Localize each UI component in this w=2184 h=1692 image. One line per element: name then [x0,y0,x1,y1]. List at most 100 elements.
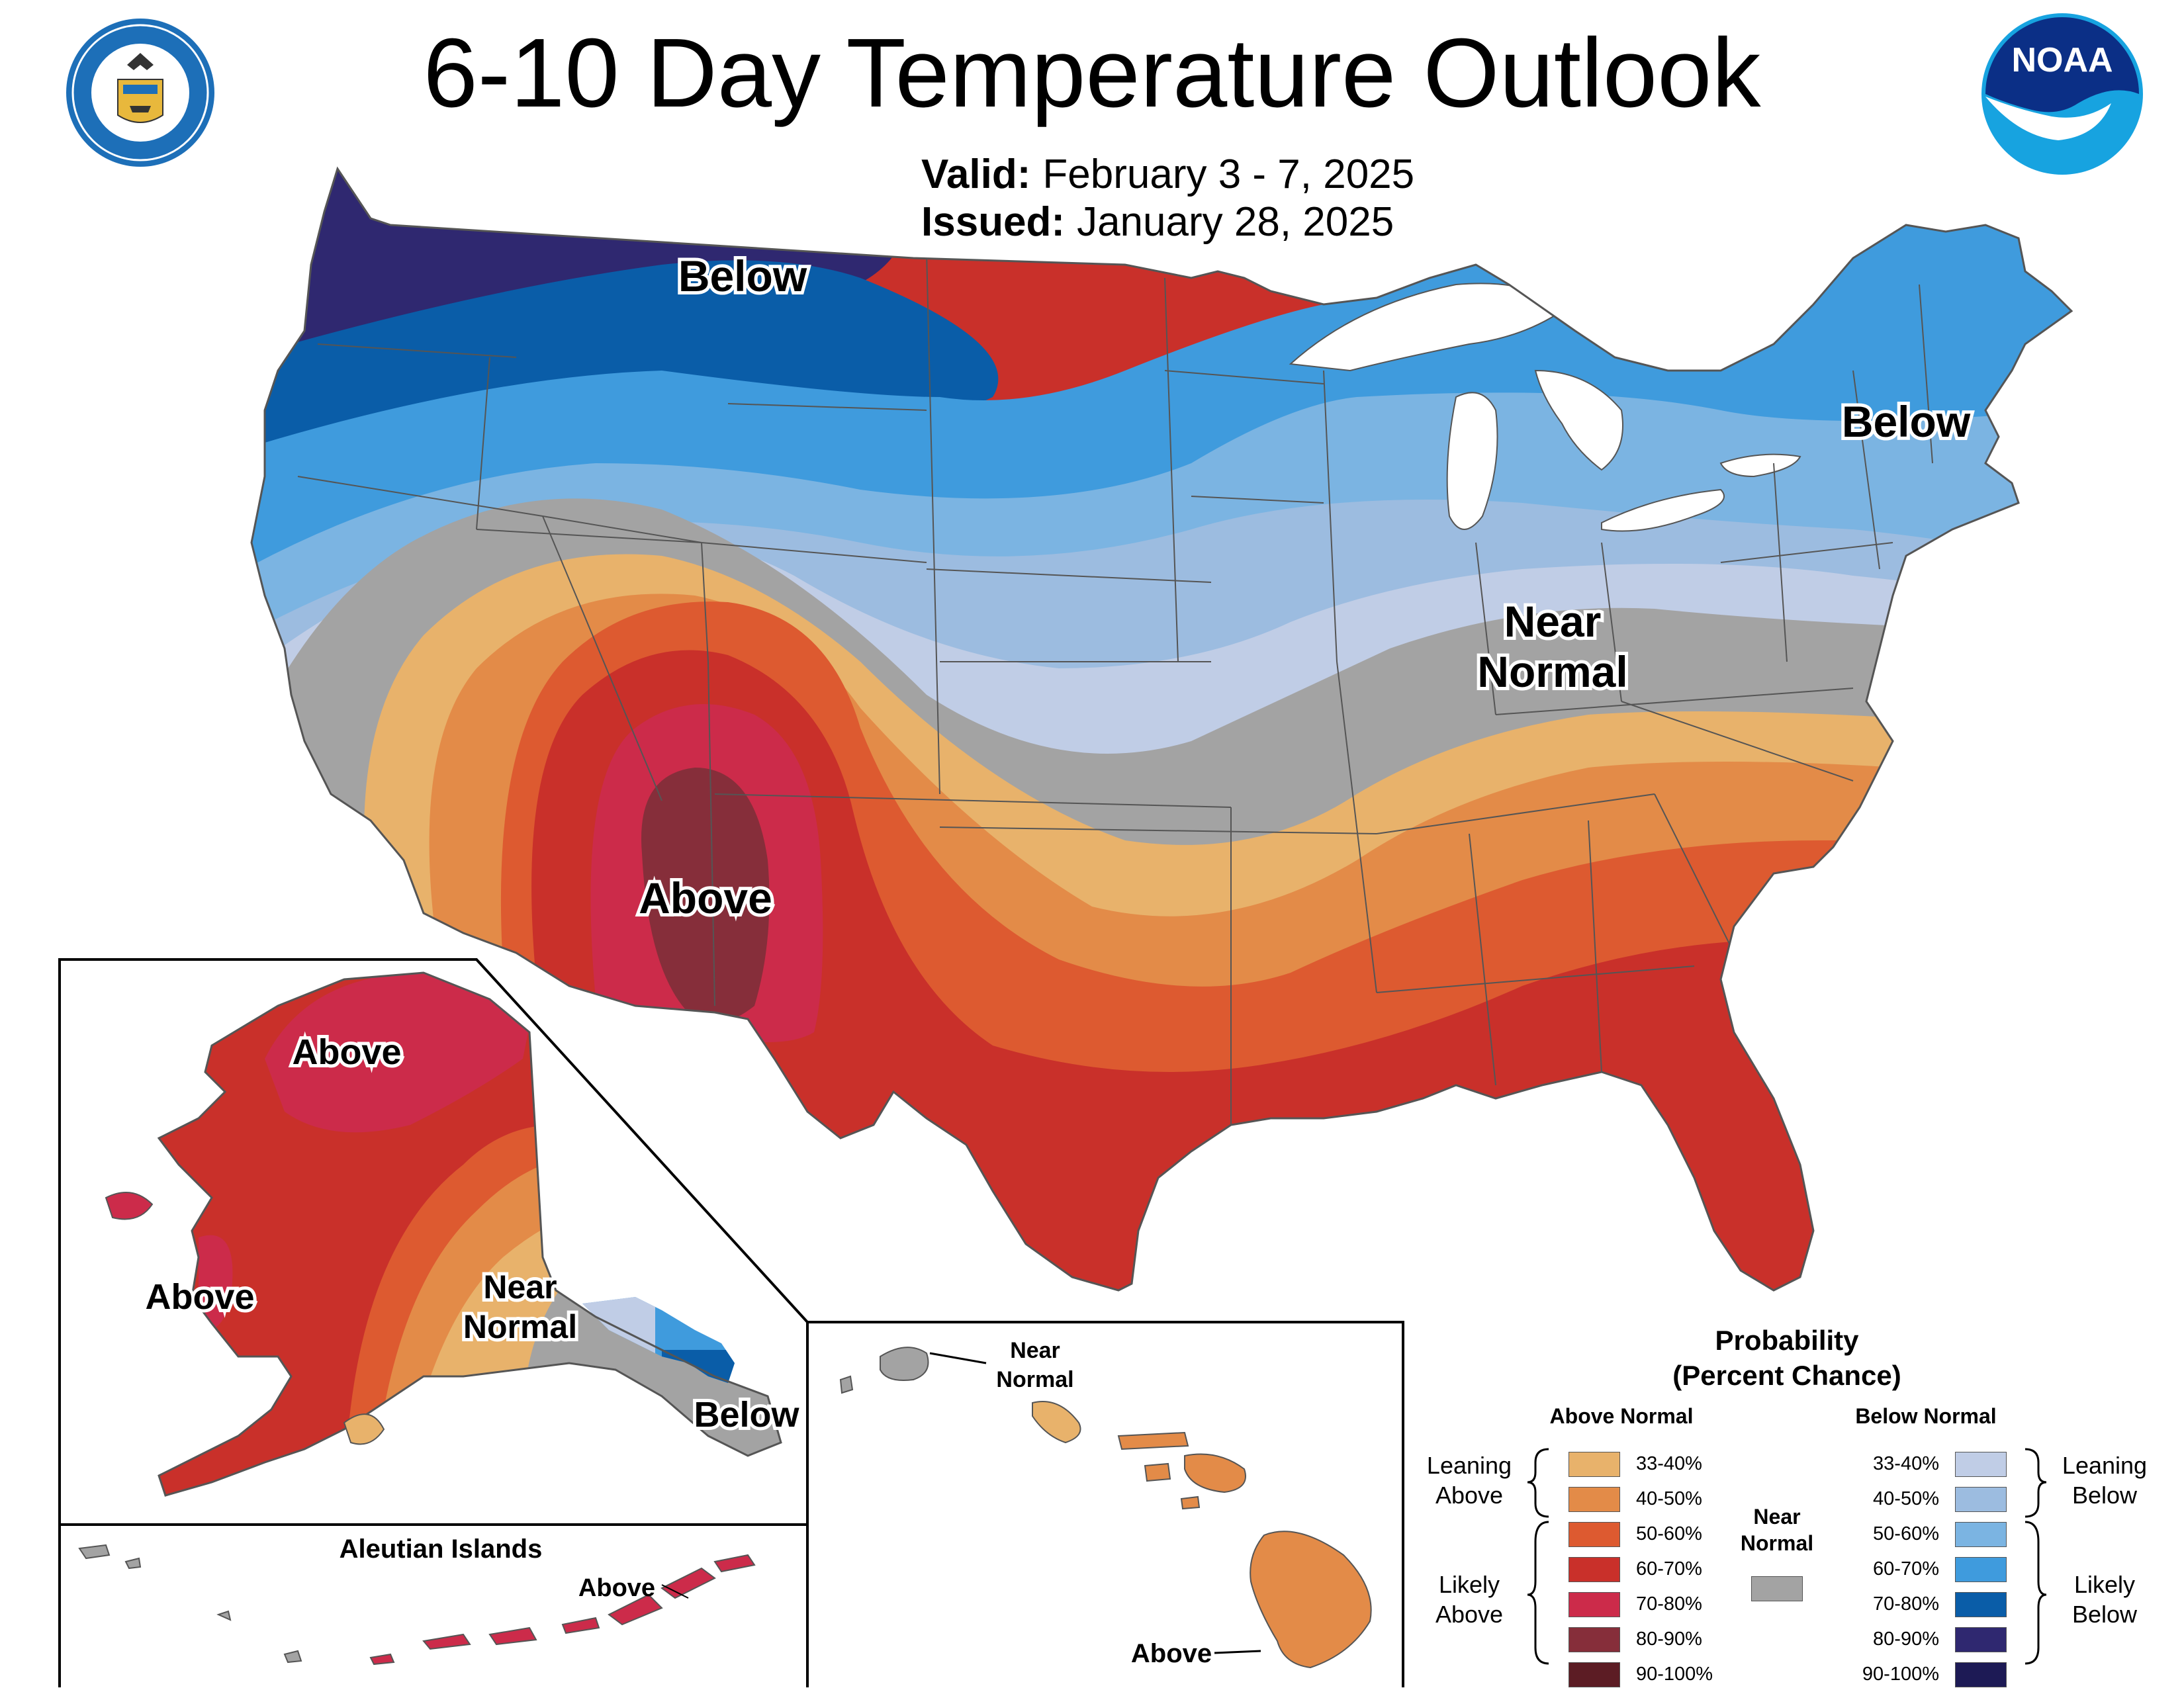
legend-above-row: 50-60% [1569,1517,1722,1552]
label-above-conus: Above [639,873,772,922]
label-above-aleutian: Above [578,1574,655,1602]
label-above-hawaii: Above [1131,1639,1212,1668]
legend-above-swatch [1569,1556,1620,1582]
label-near-normal-line1: Near [1504,597,1602,646]
state-boundaries [297,251,1986,1125]
map-labels: Below Below Near Normal Above Above Abov… [142,248,1974,1668]
legend-above-swatch [1569,1662,1620,1687]
hawaii-islands [839,1347,1372,1669]
legend-below-label: 90-100% [1862,1664,1939,1685]
label-near-hawaii-line1: Near [1010,1338,1060,1363]
legend-above-label: 80-90% [1636,1628,1702,1650]
lake-michigan [1446,392,1498,530]
noaa-logo-icon: NOAA [1981,13,2143,175]
legend-above-swatch [1569,1591,1620,1617]
legend-above-swatch [1569,1486,1620,1512]
legend-leaning-below-line2: Below [2071,1482,2138,1509]
page-title: 6-10 Day Temperature Outlook [423,19,1761,128]
legend-below-label: 60-70% [1873,1558,1939,1580]
label-near-normal-line2: Normal [1477,647,1627,696]
issued-line: Issued: January 28, 2025 [921,199,1394,245]
legend: Probability (Percent Chance) Above Norma… [1416,1323,2158,1687]
legend-leaning-above-line2: Above [1435,1482,1504,1509]
legend-above-row: 33-40% [1569,1447,1722,1482]
legend-above-label: 40-50% [1636,1488,1702,1509]
legend-likely-below: Likely Below [2052,1570,2158,1629]
issued-value: January 28, 2025 [1077,199,1394,245]
oahu [1032,1401,1081,1444]
conus-above-80-90 [641,768,770,1024]
legend-below-rows: 33-40% 40-50% 50-60% 60-70% 70-80% 80-90% 90-1… [1853,1447,2007,1692]
hawaii-leader-lines [929,1352,1261,1654]
legend-below-label: 70-80% [1873,1593,1939,1615]
legend-leaning-below-line1: Leaning [2062,1452,2148,1479]
label-above-alaska-north: Above [292,1032,401,1072]
label-below-northwest: Below [678,251,807,300]
legend-below-swatch [1955,1556,2007,1582]
legend-above-rows: 33-40% 40-50% 50-60% 60-70% 70-80% 80-90% 90-1… [1569,1447,1722,1692]
legend-above-label: 50-60% [1636,1523,1702,1544]
legend-below-row: 50-60% [1853,1517,2007,1552]
aleutian-leader [661,1584,689,1599]
valid-value: February 3 - 7, 2025 [1042,152,1415,197]
legend-above-row: 80-90% [1569,1622,1722,1657]
label-near-hawaii-line2: Normal [996,1367,1073,1392]
legend-below-swatch [1955,1486,2007,1512]
department-of-commerce-seal-icon [66,19,214,167]
legend-likely-above: Likely Above [1416,1570,1522,1629]
lake-erie [1601,488,1725,532]
legend-above-label: 33-40% [1636,1453,1702,1474]
legend-above-label: 90-100% [1636,1664,1713,1685]
legend-near-label: Near Normal [1727,1503,1827,1556]
legend-below-label: 80-90% [1873,1628,1939,1650]
legend-above-row: 70-80% [1569,1587,1722,1622]
legend-below-row: 80-90% [1853,1622,2007,1657]
legend-below-swatch [1955,1591,2007,1617]
legend-title: Probability (Percent Chance) [1615,1323,1959,1393]
legend-above-label: 60-70% [1636,1558,1702,1580]
legend-below-swatch [1955,1451,2007,1477]
legend-brackets [1527,1448,2047,1665]
kahoolawe [1180,1495,1201,1510]
alaska-islands [105,1192,154,1220]
label-below-alaska: Below [694,1395,799,1435]
big-island [1250,1531,1372,1669]
legend-title-line1: Probability [1715,1325,1859,1356]
legend-below-swatch [1955,1626,2007,1652]
legend-below-row: 40-50% [1853,1482,2007,1517]
legend-title-line2: (Percent Chance) [1672,1359,1901,1391]
legend-below-row: 70-80% [1853,1587,2007,1622]
valid-label: Valid: [921,152,1031,197]
legend-likely-below-line1: Likely [2073,1571,2136,1598]
lanai [1144,1462,1171,1482]
legend-below-label: 33-40% [1873,1453,1939,1474]
conus-map [251,169,2071,1290]
aleutian-islands [78,1544,756,1666]
legend-below-swatch [1955,1521,2007,1547]
legend-near-line2: Normal [1740,1531,1814,1555]
lake-ontario [1719,453,1801,478]
label-below-northeast: Below [1842,397,1971,446]
legend-near-swatch [1751,1576,1803,1601]
ak-above-70-80-north [265,973,529,1133]
legend-below-row: 90-100% [1853,1657,2007,1692]
label-near-alaska-line2: Normal [463,1308,577,1345]
maui [1184,1453,1246,1493]
legend-below-header: Below Normal [1855,1404,1997,1428]
legend-likely-above-line1: Likely [1438,1571,1500,1598]
legend-above-row: 40-50% [1569,1482,1722,1517]
legend-likely-above-line2: Above [1435,1601,1504,1628]
legend-above-row: 90-100% [1569,1657,1722,1692]
legend-above-header: Above Normal [1549,1404,1694,1428]
aleutian-title: Aleutian Islands [340,1535,543,1564]
label-near-alaska-line1: Near [483,1269,557,1306]
molokai [1117,1431,1189,1450]
kauai [880,1347,929,1381]
label-above-alaska-west: Above [145,1277,254,1317]
ak-above-70-80-west [199,1235,233,1331]
great-lakes [1289,283,1801,532]
legend-leaning-above-line1: Leaning [1426,1452,1512,1479]
legend-below-swatch [1955,1662,2007,1687]
legend-below-label: 50-60% [1873,1523,1939,1544]
